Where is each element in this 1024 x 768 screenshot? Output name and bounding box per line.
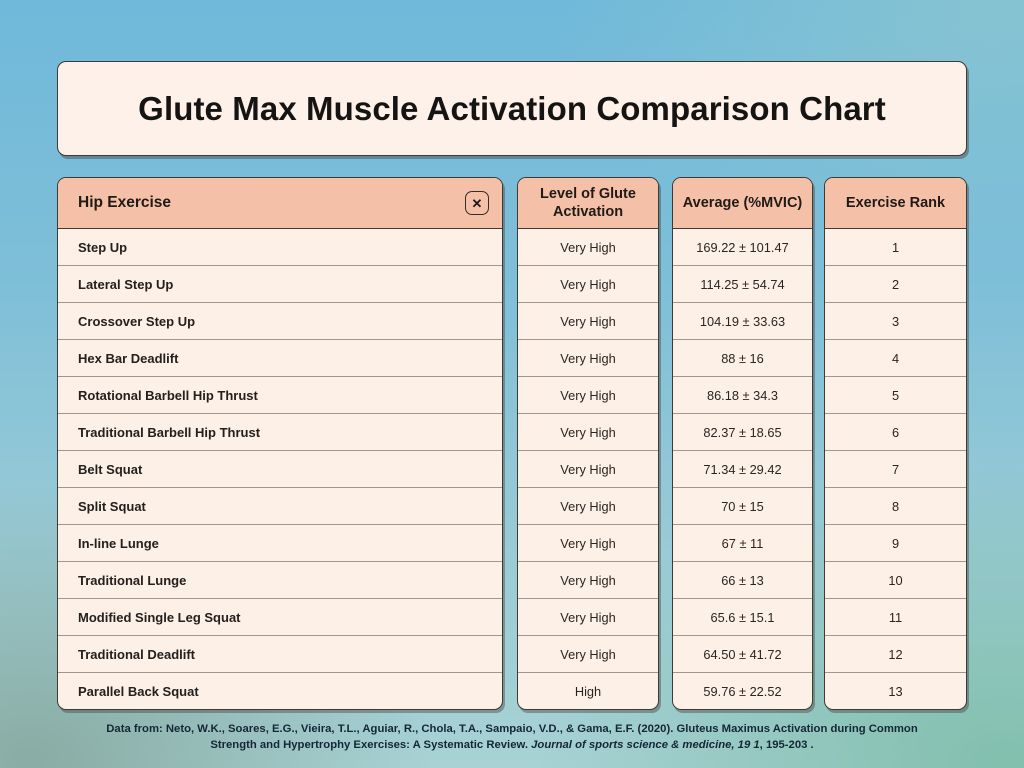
column-average-mvic: Average (%MVIC) 169.22 ± 101.47 114.25 ± … [672,177,813,710]
cell-rank: 3 [825,302,966,339]
cell-rank: 10 [825,561,966,598]
cell-average: 114.25 ± 54.74 [673,265,812,302]
comparison-table: Hip Exercise ✕ Step Up Lateral Step Up Cro… [57,177,967,710]
average-mvic-list: 169.22 ± 101.47 114.25 ± 54.74 104.19 ± 33… [673,229,812,709]
cell-average: 59.76 ± 22.52 [673,672,812,709]
activation-level-list: Very High Very High Very High Very High Very… [518,229,658,709]
cell-exercise: Rotational Barbell Hip Thrust [58,376,502,413]
citation-pages: , 195-203 . [759,738,814,751]
cell-level: Very High [518,339,658,376]
cell-exercise: Belt Squat [58,450,502,487]
source-citation: Data from: Neto, W.K., Soares, E.G., Vie… [0,722,1024,753]
close-icon: ✕ [471,195,483,211]
cell-rank: 7 [825,450,966,487]
cell-average: 169.22 ± 101.47 [696,239,789,255]
cell-level: Very High [518,635,658,672]
column-header-label: Hip Exercise [78,194,172,212]
cell-average: 67 ± 11 [673,524,812,561]
cell-exercise: Modified Single Leg Squat [58,598,502,635]
cell-exercise: Crossover Step Up [58,302,502,339]
citation-text: Data from: Neto, W.K., Soares, E.G., Vie… [105,722,920,753]
exercise-rank-list: 1 2 3 4 5 6 7 8 9 10 11 12 13 [825,229,966,709]
cell-average: 65.6 ± 15.1 [673,598,812,635]
cell-exercise: Traditional Deadlift [58,635,502,672]
cell-level: Very High [518,376,658,413]
cell-exercise: Traditional Lunge [58,561,502,598]
citation-before-journal: Data from: Neto, W.K., Soares, E.G., Vie… [106,723,918,751]
cell-level: Very High [518,561,658,598]
cell-exercise: Hex Bar Deadlift [58,339,502,376]
cell-rank: 6 [825,413,966,450]
close-button[interactable]: ✕ [465,191,489,215]
cell-exercise: In-line Lunge [58,524,502,561]
cell-rank: 1 [891,239,900,255]
title-card: Glute Max Muscle Activation Comparison C… [57,61,967,156]
cell-rank: 13 [825,672,966,709]
cell-exercise: Step Up [78,239,128,255]
cell-average: 86.18 ± 34.3 [673,376,812,413]
cell-exercise: Lateral Step Up [58,265,502,302]
cell-level: High [518,672,658,709]
cell-exercise: Traditional Barbell Hip Thrust [58,413,502,450]
cell-level: Very High [518,524,658,561]
column-hip-exercise: Hip Exercise ✕ Step Up Lateral Step Up Cro… [57,177,503,710]
cell-average: 71.34 ± 29.42 [673,450,812,487]
cell-rank: 4 [825,339,966,376]
cell-average: 104.19 ± 33.63 [673,302,812,339]
cell-rank: 5 [825,376,966,413]
cell-exercise: Parallel Back Squat [58,672,502,709]
cell-level: Very High [518,598,658,635]
cell-level: Very High [518,302,658,339]
column-activation-level: Level of Glute Activation Very High Very … [517,177,659,710]
cell-level: Very High [518,265,658,302]
cell-rank: 11 [825,598,966,635]
cell-average: 88 ± 16 [673,339,812,376]
column-header-exercise-rank: Exercise Rank [825,178,966,229]
column-header-average-mvic: Average (%MVIC) [673,178,812,229]
cell-average: 70 ± 15 [673,487,812,524]
cell-average: 66 ± 13 [673,561,812,598]
cell-exercise: Split Squat [58,487,502,524]
citation-journal-name: Journal of sports science & medicine, 19… [531,738,760,751]
page-title: Glute Max Muscle Activation Comparison C… [138,89,886,127]
cell-rank: 8 [825,487,966,524]
cell-average: 64.50 ± 41.72 [673,635,812,672]
cell-level: Very High [518,413,658,450]
cell-rank: 2 [825,265,966,302]
column-header-activation-level: Level of Glute Activation [518,178,658,229]
cell-rank: 9 [825,524,966,561]
exercise-list: Step Up Lateral Step Up Crossover Step Up H… [58,229,502,709]
cell-rank: 12 [825,635,966,672]
cell-average: 82.37 ± 18.65 [673,413,812,450]
cell-level: Very High [560,239,616,255]
column-header-hip-exercise: Hip Exercise ✕ [58,178,502,229]
column-exercise-rank: Exercise Rank 1 2 3 4 5 6 7 8 9 10 11 12 13 [824,177,967,710]
cell-level: Very High [518,450,658,487]
cell-level: Very High [518,487,658,524]
